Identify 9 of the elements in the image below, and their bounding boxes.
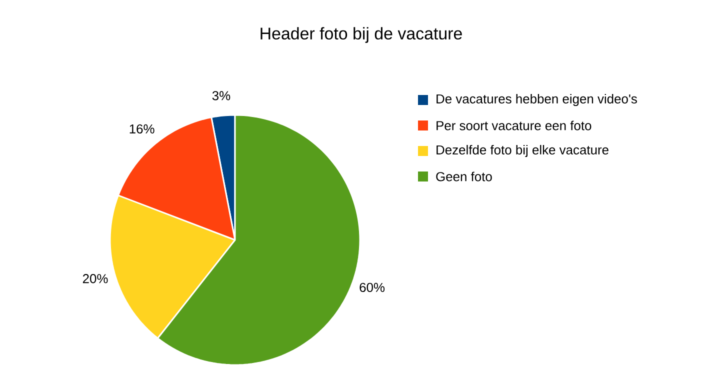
- data-label: 3%: [212, 91, 230, 100]
- legend-label: Dezelfde foto bij elke vacature: [436, 144, 608, 158]
- chart-title: Header foto bij de vacature: [260, 27, 462, 43]
- data-label: 20%: [82, 274, 108, 284]
- data-label: 16%: [130, 124, 154, 134]
- legend-label: Per soort vacature een foto: [436, 120, 592, 130]
- legend-label: De vacatures hebben eigen video's: [436, 94, 637, 106]
- legend-label: Geen foto: [436, 172, 492, 182]
- data-label: 60%: [360, 282, 385, 292]
